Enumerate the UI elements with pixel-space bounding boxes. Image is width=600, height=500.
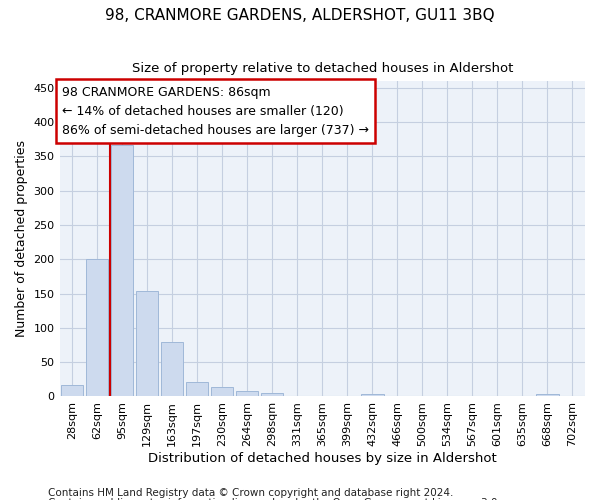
Bar [261, 393, 283, 396]
Bar [86, 258, 109, 396]
Text: 98, CRANMORE GARDENS, ALDERSHOT, GU11 3BQ: 98, CRANMORE GARDENS, ALDERSHOT, GU11 3B… [105, 8, 495, 22]
Text: 98 CRANMORE GARDENS: 86sqm
← 14% of detached houses are smaller (120)
86% of sem: 98 CRANMORE GARDENS: 86sqm ← 14% of deta… [62, 86, 369, 136]
Text: Contains public sector information licensed under the Open Government Licence v3: Contains public sector information licen… [48, 498, 501, 500]
Title: Size of property relative to detached houses in Aldershot: Size of property relative to detached ho… [131, 62, 513, 76]
Bar [61, 385, 83, 396]
Bar [361, 394, 383, 396]
Bar [161, 342, 184, 396]
Bar [211, 387, 233, 396]
Text: Contains HM Land Registry data © Crown copyright and database right 2024.: Contains HM Land Registry data © Crown c… [48, 488, 454, 498]
Bar [111, 146, 133, 396]
X-axis label: Distribution of detached houses by size in Aldershot: Distribution of detached houses by size … [148, 452, 497, 465]
Bar [236, 391, 259, 396]
Bar [186, 382, 208, 396]
Bar [536, 394, 559, 396]
Bar [136, 291, 158, 397]
Y-axis label: Number of detached properties: Number of detached properties [15, 140, 28, 337]
